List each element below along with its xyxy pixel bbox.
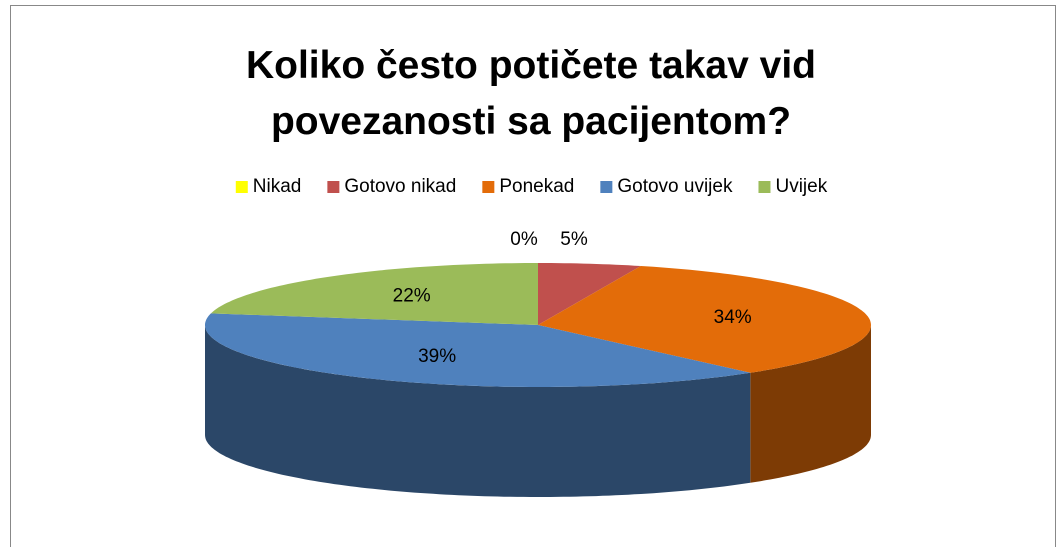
data-label: 39% bbox=[418, 346, 456, 367]
chart-frame bbox=[10, 5, 1056, 547]
slice-side bbox=[205, 325, 751, 497]
data-label: 0% bbox=[510, 229, 538, 250]
slice bbox=[205, 313, 751, 387]
legend-swatch bbox=[758, 181, 771, 193]
data-label: 22% bbox=[393, 285, 431, 306]
legend-label: Uvijek bbox=[775, 176, 827, 197]
data-label: 34% bbox=[714, 307, 752, 328]
legend-swatch bbox=[327, 181, 340, 193]
legend-label: Ponekad bbox=[499, 176, 574, 197]
legend-swatch bbox=[235, 181, 248, 193]
slice bbox=[210, 263, 538, 325]
slice bbox=[538, 266, 871, 373]
legend-label: Nikad bbox=[253, 176, 302, 197]
slice bbox=[538, 263, 641, 325]
legend-label: Gotovo uvijek bbox=[617, 176, 733, 197]
slice-side bbox=[750, 325, 871, 483]
data-label: 5% bbox=[560, 229, 588, 250]
chart-title: Koliko često potičete takav vid povezano… bbox=[245, 44, 816, 143]
legend-label: Gotovo nikad bbox=[344, 176, 456, 197]
legend-swatch bbox=[482, 181, 495, 193]
legend-swatch bbox=[600, 181, 613, 193]
